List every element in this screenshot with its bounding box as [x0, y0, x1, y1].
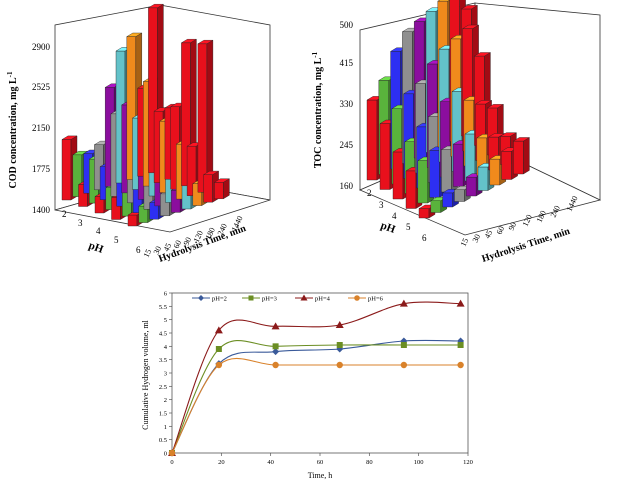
cod-time-tick-3: 60: [172, 239, 184, 250]
cod-ph-label: pH: [87, 240, 105, 256]
h2-legend-marker-2: [300, 294, 308, 301]
h2-point-pH=4-3: [335, 321, 344, 328]
cod-ztick-1: 1775: [32, 164, 51, 174]
toc-ph-label: pH: [379, 220, 397, 236]
cod-3d-bar-chart: 1400 1775 2150 2525 2900 COD concentrati…: [6, 3, 271, 265]
h2-axes-group: 00.511.522.533.544.555.560 20 40 60 80 100 120: [159, 291, 473, 467]
h2-point-pH=6-0: [168, 449, 176, 457]
h2-point-pH=6-1: [215, 361, 223, 369]
h2-point-pH=4-5: [456, 299, 465, 307]
toc-ztick-1: 245: [340, 140, 354, 150]
h2-ytick-11: 5.5: [159, 304, 167, 311]
hydrogen-chart-panel: 0 0.5 1 1.5 2 2.5 3 3.5 4 4.5 5 5.5 6 0 20 40 60 80 100 120…: [130, 285, 475, 485]
cod-time-tick-0: 15: [142, 248, 154, 259]
h2-legend-marker-1: [248, 295, 254, 301]
toc-chart-panel: 160 245 330 415 500 TOC concentration, m…: [305, 0, 610, 270]
toc-ph-tick-1: 3: [379, 200, 384, 210]
toc-time-tick-3: 60: [495, 225, 507, 236]
toc-time-tick-2: 45: [483, 229, 495, 240]
h2-xlabel: Time, h: [308, 471, 333, 480]
h2-point-pH=6-5: [457, 361, 464, 369]
h2-xtick-3: 60: [317, 459, 324, 466]
cod-ztick-2: 2150: [32, 123, 51, 133]
h2-ytick-1: 0.5: [159, 437, 167, 444]
h2-ytick-10: 5: [164, 317, 167, 324]
cod-bars-group: [61, 3, 231, 227]
cod-bar-ph6-t1440: [213, 178, 231, 200]
h2-plot-frame: [171, 292, 469, 454]
h2-ytick-0: 0: [164, 451, 167, 458]
h2-legend-label-0: pH=2: [212, 296, 227, 303]
h2-ytick-8: 4: [164, 344, 168, 351]
h2-ytick-4: 2: [164, 397, 167, 404]
toc-3d-bar-chart: 160 245 330 415 500 TOC concentration, m…: [311, 0, 602, 265]
cod-ph-tick-4: 6: [136, 245, 141, 255]
cod-ph-tick-3: 5: [114, 235, 119, 245]
h2-ytick-12: 6: [164, 291, 168, 298]
h2-point-pH=3-2: [272, 343, 279, 350]
cod-ztick-3: 2525: [32, 82, 51, 92]
h2-legend-label-3: pH=6: [368, 296, 384, 303]
hydrogen-line-chart: 00.511.522.533.544.555.560 20 40 60 80 100 120…: [141, 291, 473, 481]
toc-bars-group: [366, 0, 531, 219]
cod-ztick-4: 2900: [32, 42, 51, 52]
h2-point-pH=6-4: [400, 361, 408, 369]
h2-ytick-7: 3.5: [159, 357, 167, 364]
toc-ph-tick-2: 4: [392, 211, 397, 221]
toc-ph-tick-3: 5: [406, 222, 411, 232]
h2-series-group: [168, 299, 465, 457]
h2-ytick-3: 1.5: [159, 411, 167, 418]
h2-point-pH=6-2: [272, 361, 279, 369]
cod-time-tick-1: 30: [152, 245, 164, 256]
h2-point-pH=6-3: [336, 361, 343, 369]
cod-time-tick-4: 90: [182, 236, 194, 247]
h2-point-pH=3-3: [336, 342, 343, 348]
cod-ph-tick-1: 3: [78, 218, 83, 228]
toc-ph-tick-0: 2: [367, 188, 372, 198]
cod-ph-tick-0: 2: [62, 209, 67, 219]
h2-ytick-5: 2.5: [159, 384, 167, 391]
h2-point-pH=4-1: [214, 326, 223, 334]
h2-ytick-9: 4.5: [159, 331, 167, 338]
cod-bar-ph5-t1440: [197, 39, 214, 193]
h2-xtick-5: 100: [414, 459, 424, 466]
toc-bar-ph6-t1440: [512, 137, 531, 175]
h2-point-pH=3-4: [400, 342, 407, 348]
h2-legend: pH=2 pH=3 pH=4 pH=6: [192, 294, 384, 303]
toc-time-tick-4: 90: [507, 221, 519, 232]
toc-ylabel: TOC concentration, mg L-1: [311, 51, 324, 168]
h2-xtick-0: 0: [170, 459, 173, 466]
h2-xtick-4: 80: [366, 459, 373, 466]
cod-ph-tick-2: 4: [96, 226, 101, 236]
toc-ztick-0: 160: [340, 181, 354, 191]
toc-ztick-4: 500: [340, 20, 354, 30]
h2-point-pH=4-4: [399, 299, 408, 307]
toc-ztick-2: 330: [340, 99, 354, 109]
h2-legend-label-2: pH=4: [315, 296, 331, 303]
cod-time-tick-2: 45: [162, 242, 174, 253]
h2-point-pH=2-2: [272, 348, 280, 356]
h2-legend-label-1: pH=3: [262, 296, 277, 303]
h2-ytick-2: 1: [164, 424, 167, 431]
h2-legend-marker-3: [354, 295, 360, 301]
h2-point-pH=4-2: [271, 322, 280, 330]
cod-ztick-0: 1400: [32, 205, 51, 215]
toc-time-tick-1: 30: [471, 233, 483, 244]
cod-chart-panel: 1400 1775 2150 2525 2900 COD concentrati…: [0, 0, 300, 265]
toc-ph-tick-4: 6: [422, 233, 427, 243]
h2-xtick-2: 40: [267, 459, 274, 466]
h2-point-pH=3-1: [215, 346, 222, 352]
h2-xtick-6: 120: [463, 459, 473, 466]
toc-ztick-3: 415: [340, 58, 354, 68]
h2-ytick-6: 3: [164, 371, 167, 378]
h2-legend-marker-0: [198, 295, 204, 301]
h2-xtick-1: 20: [218, 459, 225, 466]
cod-ylabel: COD concentration, mg L-1: [6, 71, 19, 188]
h2-point-pH=3-5: [457, 342, 464, 348]
h2-ylabel: Cumulative Hydrogen volume, ml: [141, 319, 150, 430]
toc-time-tick-0: 15: [459, 237, 471, 248]
